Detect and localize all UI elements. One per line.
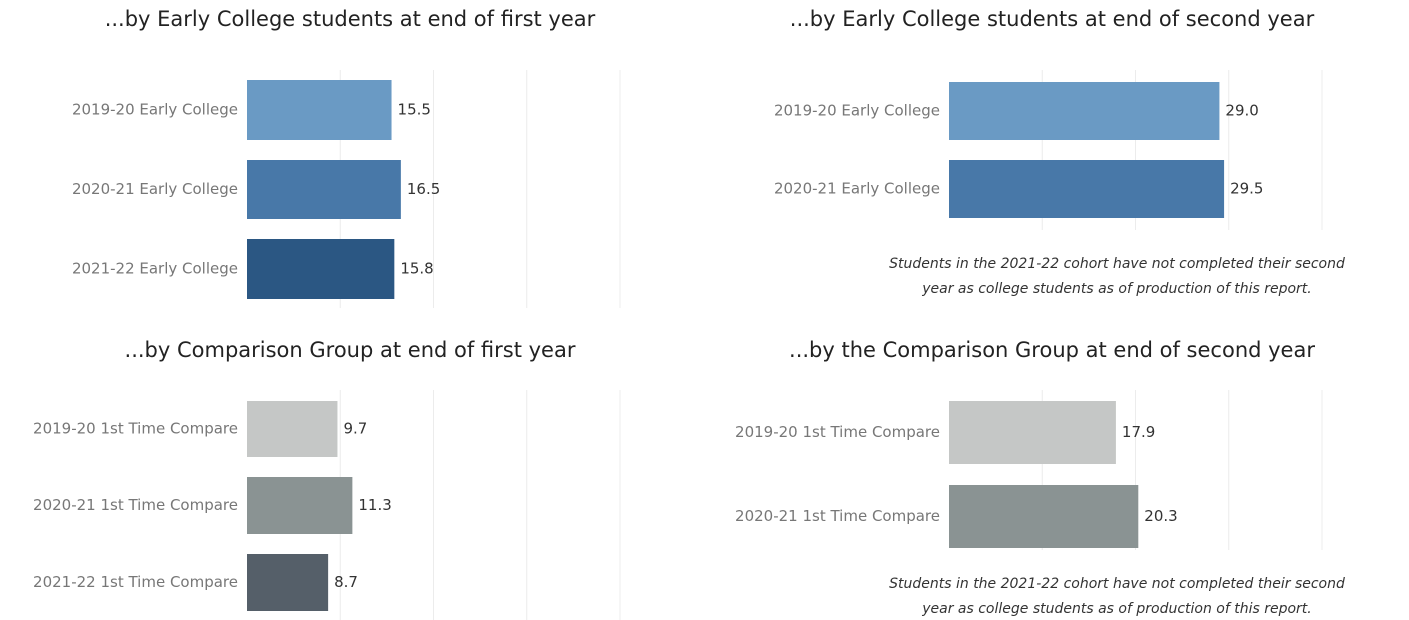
category-label: 2021-22 1st Time Compare: [33, 573, 238, 591]
note: Students in the 2021-22 cohort have not …: [889, 256, 1345, 272]
value-label: 29.5: [1230, 180, 1263, 198]
value-label: 11.3: [358, 496, 391, 514]
bar: [247, 554, 329, 611]
note: Students in the 2021-22 cohort have not …: [889, 576, 1345, 592]
category-label: 2020-21 1st Time Compare: [33, 496, 238, 514]
category-label: 2020-21 Early College: [72, 180, 238, 198]
category-label: 2019-20 Early College: [72, 101, 238, 119]
note: year as college students as of productio…: [921, 601, 1312, 617]
note: year as college students as of productio…: [921, 281, 1312, 297]
bar: [949, 160, 1225, 218]
value-label: 20.3: [1144, 507, 1177, 525]
category-label: 2019-20 1st Time Compare: [735, 423, 940, 441]
category-label: 2021-22 Early College: [72, 260, 238, 278]
chart-title: ...by the Comparison Group at end of sec…: [789, 338, 1315, 362]
bar: [247, 80, 392, 140]
bar: [949, 485, 1139, 548]
value-label: 15.8: [400, 260, 433, 278]
category-label: 2019-20 Early College: [774, 102, 940, 120]
bar: [247, 401, 338, 457]
value-label: 9.7: [343, 420, 367, 438]
bar: [247, 160, 401, 219]
chart-title: ...by Early College students at end of f…: [105, 7, 596, 31]
value-label: 16.5: [407, 180, 440, 198]
category-label: 2020-21 1st Time Compare: [735, 507, 940, 525]
bar: [247, 477, 353, 534]
category-label: 2020-21 Early College: [774, 180, 940, 198]
chart-title: ...by Comparison Group at end of first y…: [125, 338, 576, 362]
value-label: 17.9: [1122, 423, 1155, 441]
bar: [949, 401, 1116, 464]
value-label: 29.0: [1225, 102, 1258, 120]
value-label: 8.7: [334, 573, 358, 591]
category-label: 2019-20 1st Time Compare: [33, 420, 238, 438]
bar: [949, 82, 1220, 140]
bar: [247, 239, 395, 299]
chart-title: ...by Early College students at end of s…: [790, 7, 1315, 31]
value-label: 15.5: [398, 101, 431, 119]
